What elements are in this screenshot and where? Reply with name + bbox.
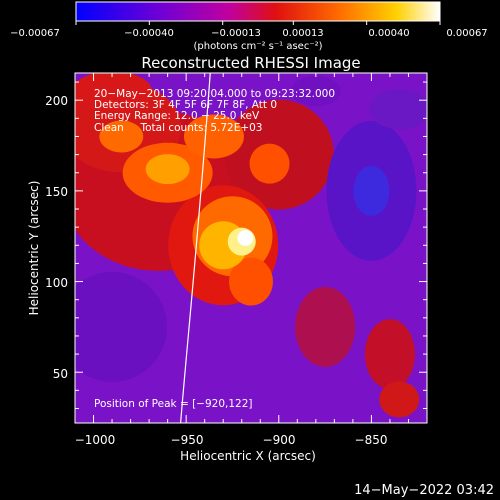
emission-region — [183, 114, 244, 159]
cb-tick-4: 0.00040 — [368, 28, 409, 39]
annotation-detectors: Detectors: 3F 4F 5F 6F 7F 8F, Att 0 — [94, 99, 277, 111]
emission-region — [295, 286, 356, 367]
y-tick-label: 100 — [45, 276, 68, 290]
x-tick-label: −1000 — [75, 433, 116, 447]
y-axis-label: Heliocentric Y (arcsec) — [27, 181, 41, 316]
x-axis-label: Heliocentric X (arcsec) — [180, 449, 316, 463]
cb-tick-2: −0.00013 — [211, 28, 261, 39]
footer-timestamp: 14−May−2022 03:42 — [354, 483, 494, 498]
y-tick-label: 50 — [53, 367, 68, 381]
colorbar-unit-label: (photons cm⁻² s⁻¹ asec⁻²) — [193, 41, 322, 52]
x-tick-label: −900 — [263, 433, 296, 447]
annotation-time-range: 20−May−2013 09:20:04.000 to 09:23:32.000 — [94, 88, 335, 100]
cb-tick-1: −0.00040 — [124, 28, 174, 39]
cb-tick-0: −0.00067 — [10, 28, 60, 39]
emission-region — [75, 73, 153, 112]
annotation-energy-range: Energy Range: 12.0 − 25.0 keV — [94, 110, 260, 122]
heatmap — [75, 73, 427, 423]
emission-region — [145, 154, 190, 185]
emission-region — [249, 143, 290, 184]
colorbar: −0.00067 −0.00040 −0.00013 0.00013 0.000… — [10, 1, 488, 52]
colorbar-gradient — [75, 1, 441, 22]
chart-title: Reconstructed RHESSI Image — [141, 54, 360, 72]
emission-region — [99, 120, 144, 153]
axis-ticks — [74, 73, 428, 423]
emission-region — [379, 381, 420, 418]
x-tick-label: −950 — [171, 433, 204, 447]
emission-region — [75, 271, 168, 382]
emission-region — [364, 319, 415, 390]
plot-frame — [74, 72, 428, 424]
cb-tick-3: 0.00013 — [282, 28, 323, 39]
peak-position-label: Position of Peak = [−920,122] — [94, 398, 253, 410]
x-tick-label: −850 — [355, 433, 388, 447]
y-tick-label: 200 — [45, 94, 68, 108]
emission-region — [353, 165, 390, 216]
emission-region — [369, 89, 427, 130]
y-tick-label: 150 — [45, 185, 68, 199]
emission-region — [229, 257, 273, 306]
emission-region — [290, 76, 341, 107]
emission-region — [237, 230, 254, 247]
cb-tick-5: 0.00067 — [446, 28, 487, 39]
annotation-clean-counts: Clean Total counts: 5.72E+03 — [94, 122, 263, 134]
solar-limb-curve — [180, 73, 211, 423]
